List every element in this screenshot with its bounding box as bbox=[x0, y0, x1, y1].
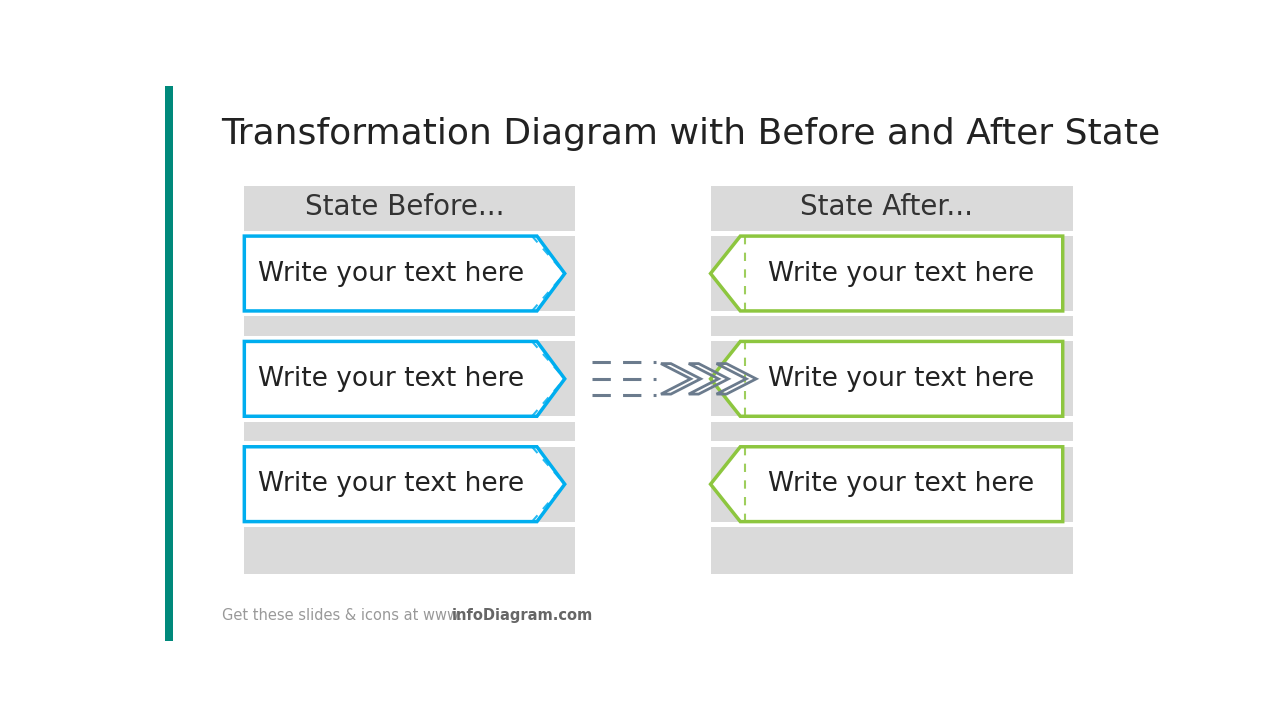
Bar bbox=[710, 311, 1073, 317]
Bar bbox=[710, 230, 1073, 236]
Text: infoDiagram.com: infoDiagram.com bbox=[452, 608, 593, 624]
Bar bbox=[244, 416, 575, 422]
Text: State Before...: State Before... bbox=[305, 193, 504, 221]
Polygon shape bbox=[244, 236, 564, 311]
Text: Write your text here: Write your text here bbox=[768, 261, 1034, 287]
Bar bbox=[710, 416, 1073, 422]
Polygon shape bbox=[244, 341, 564, 416]
Text: Write your text here: Write your text here bbox=[768, 471, 1034, 498]
Text: Write your text here: Write your text here bbox=[257, 261, 524, 287]
Bar bbox=[710, 521, 1073, 527]
Polygon shape bbox=[710, 236, 1062, 311]
Bar bbox=[244, 230, 575, 236]
Bar bbox=[710, 186, 1073, 575]
Bar bbox=[710, 186, 1073, 228]
Polygon shape bbox=[244, 446, 564, 521]
Bar bbox=[165, 86, 173, 641]
Polygon shape bbox=[710, 446, 1062, 521]
Text: State After...: State After... bbox=[800, 193, 973, 221]
Bar bbox=[244, 186, 575, 228]
Text: Write your text here: Write your text here bbox=[257, 471, 524, 498]
Bar bbox=[244, 521, 575, 527]
Bar bbox=[710, 441, 1073, 446]
Polygon shape bbox=[710, 341, 1062, 416]
Text: Write your text here: Write your text here bbox=[768, 366, 1034, 392]
Text: Write your text here: Write your text here bbox=[257, 366, 524, 392]
Bar bbox=[710, 336, 1073, 341]
Bar bbox=[244, 186, 575, 575]
Text: Transformation Diagram with Before and After State: Transformation Diagram with Before and A… bbox=[221, 117, 1161, 151]
Bar bbox=[244, 441, 575, 446]
Bar bbox=[244, 311, 575, 317]
Text: Get these slides & icons at www.: Get these slides & icons at www. bbox=[221, 608, 462, 624]
Bar bbox=[244, 336, 575, 341]
